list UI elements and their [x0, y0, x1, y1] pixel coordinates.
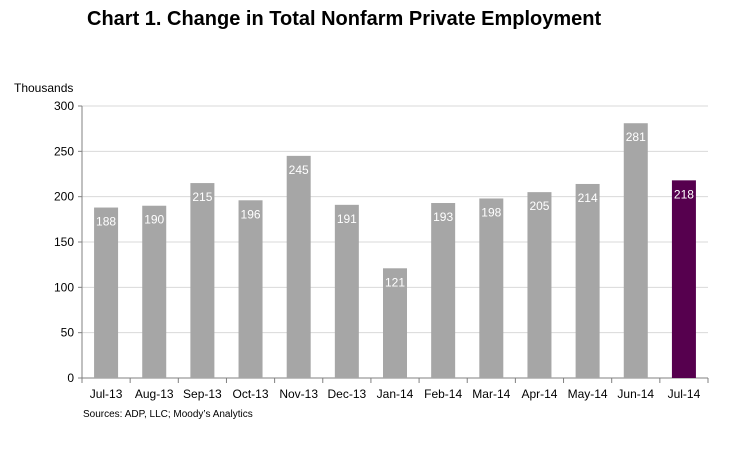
data-label: 188: [96, 215, 116, 229]
y-tick-label: 150: [54, 235, 74, 249]
bar: [334, 204, 359, 378]
data-label: 191: [337, 212, 357, 226]
data-label: 205: [529, 199, 549, 213]
x-tick-label: Apr-14: [521, 387, 557, 401]
bar: [431, 203, 456, 378]
data-label: 218: [674, 187, 694, 201]
y-tick-label: 250: [54, 144, 74, 158]
chart-title: Chart 1. Change in Total Nonfarm Private…: [87, 8, 602, 30]
x-tick-label: Jul-14: [668, 387, 701, 401]
x-tick-label: Feb-14: [424, 387, 462, 401]
bar: [142, 205, 167, 378]
x-tick-label: Jul-13: [90, 387, 123, 401]
data-label: 281: [626, 130, 646, 144]
data-label: 245: [289, 163, 309, 177]
data-label: 190: [144, 213, 164, 227]
x-tick-label: Jun-14: [617, 387, 654, 401]
data-label: 214: [578, 191, 598, 205]
x-tick-label: Sep-13: [183, 387, 222, 401]
x-tick-label: Nov-13: [279, 387, 318, 401]
data-label: 196: [241, 207, 261, 221]
x-tick-label: Aug-13: [135, 387, 174, 401]
x-tick-label: Dec-13: [328, 387, 367, 401]
bar: [671, 180, 696, 378]
bar: [190, 183, 215, 378]
bar: [94, 207, 119, 378]
y-tick-label: 300: [54, 99, 74, 113]
y-tick-label: 200: [54, 190, 74, 204]
data-label: 121: [385, 275, 405, 289]
data-label: 198: [481, 205, 501, 219]
x-tick-label: Mar-14: [472, 387, 510, 401]
bar: [238, 200, 263, 378]
data-label: 193: [433, 210, 453, 224]
bar: [623, 123, 648, 378]
x-tick-label: Oct-13: [233, 387, 269, 401]
y-tick-label: 100: [54, 280, 74, 294]
data-label: 215: [192, 190, 212, 204]
y-axis-label: Thousands: [14, 81, 74, 95]
bar: [479, 198, 504, 378]
y-tick-label: 0: [67, 371, 74, 385]
bar: [527, 192, 552, 378]
source-note: Sources: ADP, LLC; Moody’s Analytics: [83, 409, 253, 420]
bar: [286, 155, 311, 378]
bar: [575, 183, 600, 378]
x-tick-label: May-14: [568, 387, 608, 401]
bar: [383, 268, 407, 378]
y-tick-label: 50: [61, 326, 75, 340]
x-tick-label: Jan-14: [377, 387, 414, 401]
